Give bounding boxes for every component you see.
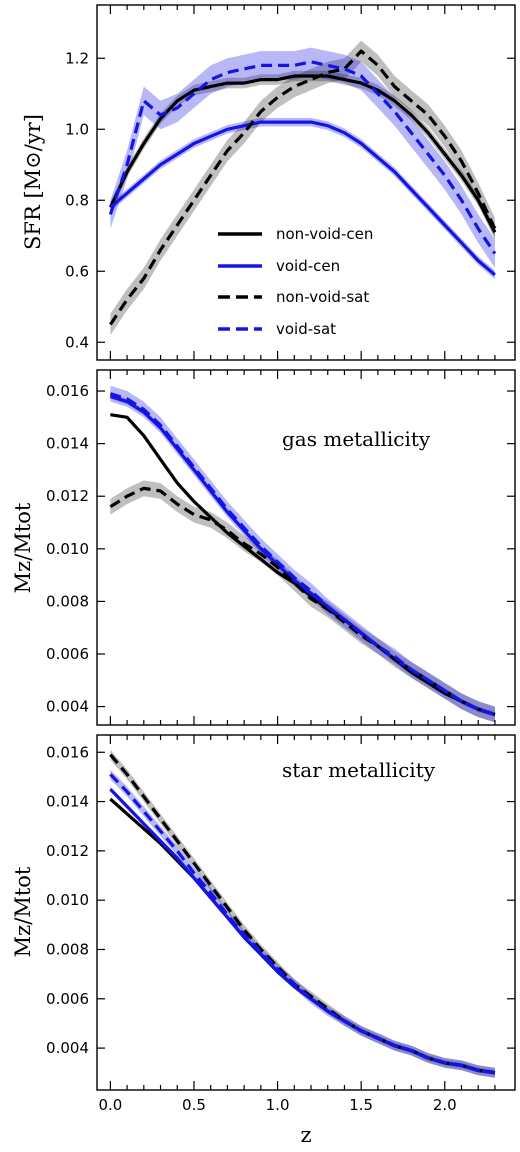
star-x-ticks: 0.0 0.5 1.0 1.5 2.0 (98, 735, 496, 1114)
sfr-y-axis-label: SFR [M⊙/yr] (21, 114, 45, 250)
star-y-tick-label: 0.014 (46, 793, 89, 811)
sfr-line-non-void-cen (108, 74, 497, 233)
star-axes-frame (96, 734, 516, 1091)
gas-y-tick-label: 0.006 (46, 645, 89, 663)
legend-label-void-cen: void-cen (276, 257, 340, 275)
gas-axes-frame (96, 369, 516, 726)
gas-y-tick-label: 0.008 (46, 592, 89, 610)
sfr-line-void-cen (109, 120, 496, 277)
star-y-tick-label: 0.012 (46, 842, 89, 860)
gas-metallicity-annotation: gas metallicity (282, 427, 431, 451)
sfr-y-tick-label: 0.8 (65, 191, 89, 209)
gas-y-tick-label: 0.014 (46, 435, 89, 453)
star-bands (110, 749, 495, 1078)
gas-line-non-void-cen (110, 413, 496, 717)
gas-band-void-sat (110, 385, 495, 723)
star-y-tick-label: 0.016 (46, 743, 89, 761)
sfr-lines (108, 49, 497, 326)
star-metallicity-annotation: star metallicity (282, 758, 436, 782)
gas-panel: 0.004 0.006 0.008 0.010 0.012 0.014 0.016 Mz/M… (11, 369, 516, 726)
x-tick-label: 1.0 (266, 1096, 290, 1114)
star-y-tick-label: 0.006 (46, 990, 89, 1008)
legend-label-non-void-sat: non-void-sat (276, 288, 369, 306)
gas-line-void-sat (109, 392, 496, 717)
star-lines (109, 753, 496, 1075)
star-y-tick-label: 0.008 (46, 940, 89, 958)
legend-label-void-sat: void-sat (276, 320, 336, 338)
gas-y-tick-label: 0.010 (46, 540, 89, 558)
sfr-y-tick-label: 1.2 (65, 49, 89, 67)
x-tick-label: 1.5 (349, 1096, 373, 1114)
sfr-y-ticks: 0.4 0.6 0.8 1.0 1.2 (65, 49, 515, 351)
gas-y-tick-label: 0.016 (46, 382, 89, 400)
star-line-void-sat (109, 773, 496, 1075)
gas-band-non-void-cen (110, 413, 495, 716)
star-line-non-void-sat (109, 753, 496, 1075)
star-band-non-void-sat (110, 749, 495, 1078)
sfr-line-non-void-sat (109, 49, 497, 326)
star-y-ticks: 0.004 0.006 0.008 0.010 0.012 0.014 0.016 (46, 743, 515, 1057)
legend: non-void-cen void-cen non-void-sat void-… (218, 225, 373, 338)
gas-y-axis-label: Mz/Mtot (11, 502, 35, 593)
x-axis-label: z (300, 1123, 311, 1147)
legend-label-non-void-cen: non-void-cen (276, 225, 373, 243)
x-tick-label: 2.0 (433, 1096, 457, 1114)
sfr-x-ticks (109, 5, 496, 360)
sfr-y-tick-label: 0.4 (65, 333, 89, 351)
x-tick-label: 0.0 (98, 1096, 122, 1114)
sfr-y-tick-label: 0.6 (65, 262, 89, 280)
star-y-axis-label: Mz/Mtot (11, 866, 35, 957)
gas-line-non-void-sat (109, 486, 496, 717)
star-y-tick-label: 0.004 (46, 1039, 89, 1057)
x-tick-label: 0.5 (182, 1096, 206, 1114)
star-band-void-sat (110, 769, 495, 1078)
sfr-axes-frame (96, 4, 516, 361)
gas-y-tick-label: 0.004 (46, 698, 89, 716)
sfr-line-void-sat (108, 60, 497, 255)
sfr-y-tick-label: 1.0 (65, 120, 89, 138)
gas-x-ticks (109, 370, 496, 725)
gas-y-tick-label: 0.012 (46, 487, 89, 505)
gas-y-ticks: 0.004 0.006 0.008 0.010 0.012 0.014 0.016 (46, 382, 515, 716)
sfr-panel: 0.4 0.6 0.8 1.0 1.2 SFR [M⊙/yr] non-void-cen… (21, 4, 516, 361)
gas-lines (109, 392, 496, 717)
star-y-tick-label: 0.010 (46, 891, 89, 909)
